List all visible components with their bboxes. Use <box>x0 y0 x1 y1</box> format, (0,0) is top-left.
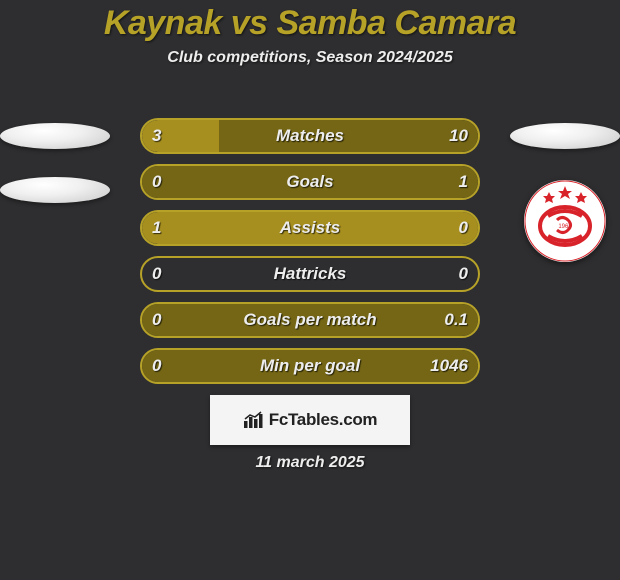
subtitle: Club competitions, Season 2024/2025 <box>0 49 620 67</box>
date-text: 11 march 2025 <box>0 454 620 472</box>
stat-label: Matches <box>140 118 480 154</box>
stat-label: Assists <box>140 210 480 246</box>
stat-row: 01Goals <box>0 164 620 200</box>
page-title: Kaynak vs Samba Camara <box>0 0 620 43</box>
stat-row: 01046Min per goal <box>0 348 620 384</box>
branding-badge: FcTables.com <box>210 395 410 445</box>
stat-label: Min per goal <box>140 348 480 384</box>
stat-label: Goals <box>140 164 480 200</box>
stat-row: 00.1Goals per match <box>0 302 620 338</box>
stat-row: 10Assists <box>0 210 620 246</box>
chart-icon <box>243 411 265 429</box>
branding-text: FcTables.com <box>269 410 378 430</box>
stat-row: 310Matches <box>0 118 620 154</box>
stat-row: 00Hattricks <box>0 256 620 292</box>
stats-comparison: 310Matches 01Goals 10Assists 00Hattricks 00.… <box>0 118 620 394</box>
stat-label: Goals per match <box>140 302 480 338</box>
stat-label: Hattricks <box>140 256 480 292</box>
